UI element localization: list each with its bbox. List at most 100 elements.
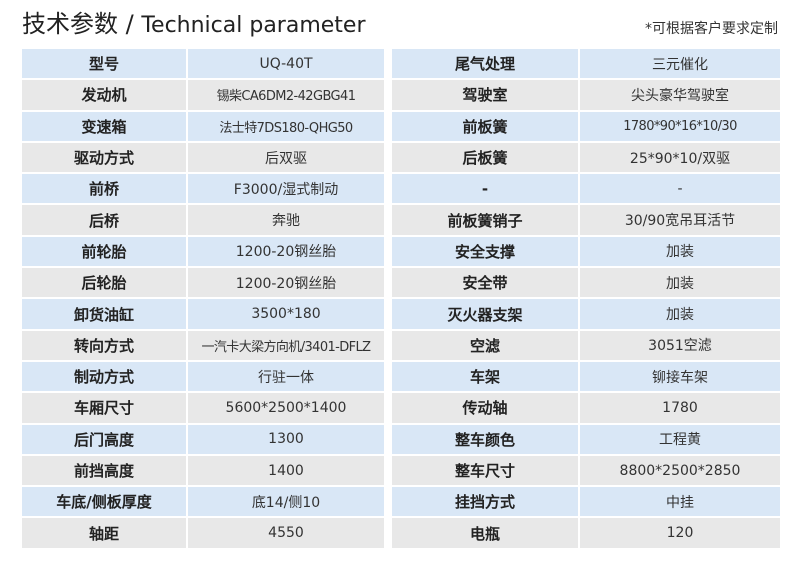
param-value: F3000/湿式制动 [186,172,386,206]
table-row: 前板簧 1780*90*16*10/30 [390,109,782,143]
table-row: 安全带 加装 [390,266,782,300]
table-row: 车架 铆接车架 [390,359,782,394]
param-label: 灭火器支架 [390,297,580,331]
param-value: 30/90宽吊耳活节 [578,203,782,237]
table-row: 转向方式 一汽卡大梁方向机/3401-DFLZ [20,328,386,362]
param-value: 中挂 [578,485,782,519]
param-label: 转向方式 [20,328,188,362]
table-row: 车底/侧板厚度 底14/侧10 [20,485,386,519]
table-row: 后桥 奔驰 [20,203,386,237]
param-label: 前轮胎 [20,234,188,269]
param-value: 1780 [578,391,782,425]
table-row: 前板簧销子 30/90宽吊耳活节 [390,203,782,237]
param-value: 三元催化 [578,46,782,81]
param-value: 加装 [578,266,782,300]
table-row: 前桥 F3000/湿式制动 [20,172,386,206]
table-row: 前轮胎 1200-20钢丝胎 [20,234,386,269]
param-label: 后板簧 [390,140,580,175]
param-value: 8800*2500*2850 [578,453,782,488]
param-value: 120 [578,516,782,550]
param-label: 前板簧销子 [390,203,580,237]
param-label: 驾驶室 [390,78,580,112]
param-label: 整车尺寸 [390,453,580,488]
param-value: 一汽卡大梁方向机/3401-DFLZ [186,328,386,362]
param-label: - [390,172,580,206]
param-value: - [578,172,782,206]
spec-table-right: 尾气处理 三元催化 驾驶室 尖头豪华驾驶室 前板簧 1780*90*16*10/30 后板簧… [390,46,782,550]
param-value: 3051空滤 [578,328,782,362]
param-value: 1300 [186,422,386,456]
param-label: 车架 [390,359,580,394]
param-label: 后门高度 [20,422,188,456]
param-value: 锡柴CA6DM2-42GBG41 [186,78,386,112]
param-label: 空滤 [390,328,580,362]
table-row: 挂挡方式 中挂 [390,485,782,519]
param-label: 挂挡方式 [390,485,580,519]
param-value: 1200-20钢丝胎 [186,234,386,269]
param-value: 加装 [578,297,782,331]
title-cn: 技术参数 [22,10,118,38]
table-row: 电瓶 120 [390,516,782,550]
param-value: UQ-40T [186,46,386,81]
param-label: 后轮胎 [20,266,188,300]
table-row: 后轮胎 1200-20钢丝胎 [20,266,386,300]
param-value: 加装 [578,234,782,269]
table-row: 驾驶室 尖头豪华驾驶室 [390,78,782,112]
param-value: 底14/侧10 [186,485,386,519]
param-value: 铆接车架 [578,359,782,394]
param-label: 车底/侧板厚度 [20,485,188,519]
spec-table-left: 型号 UQ-40T 发动机 锡柴CA6DM2-42GBG41 变速箱 法士特7DS180-… [20,46,386,550]
param-value: 3500*180 [186,297,386,331]
title-separator: / [118,10,142,38]
param-label: 前挡高度 [20,453,188,488]
param-label: 车厢尺寸 [20,391,188,425]
table-row: 型号 UQ-40T [20,46,386,81]
param-label: 轴距 [20,516,188,550]
table-row: 后板簧 25*90*10/双驱 [390,140,782,175]
table-row: 制动方式 行驻一体 [20,359,386,394]
table-row: 发动机 锡柴CA6DM2-42GBG41 [20,78,386,112]
param-value: 5600*2500*1400 [186,391,386,425]
param-label: 安全支撑 [390,234,580,269]
param-label: 整车颜色 [390,422,580,456]
param-value: 后双驱 [186,140,386,175]
param-value: 法士特7DS180-QHG50 [186,109,386,143]
table-row: 车厢尺寸 5600*2500*1400 [20,391,386,425]
param-value: 工程黄 [578,422,782,456]
param-label: 前板簧 [390,109,580,143]
table-row: 整车尺寸 8800*2500*2850 [390,453,782,488]
param-value: 4550 [186,516,386,550]
param-label: 驱动方式 [20,140,188,175]
param-label: 变速箱 [20,109,188,143]
customization-note: *可根据客户要求定制 [645,21,778,37]
param-value: 1400 [186,453,386,488]
param-label: 前桥 [20,172,188,206]
table-row: -- [390,172,782,206]
param-value: 25*90*10/双驱 [578,140,782,175]
table-row: 后门高度 1300 [20,422,386,456]
table-row: 空滤 3051空滤 [390,328,782,362]
param-label: 电瓶 [390,516,580,550]
table-row: 变速箱 法士特7DS180-QHG50 [20,109,386,143]
table-row: 前挡高度 1400 [20,453,386,488]
param-label: 安全带 [390,266,580,300]
param-label: 传动轴 [390,391,580,425]
table-row: 卸货油缸 3500*180 [20,297,386,331]
page-title: 技术参数 / Technical parameter [22,4,366,39]
param-value: 1200-20钢丝胎 [186,266,386,300]
param-value: 尖头豪华驾驶室 [578,78,782,112]
param-value: 行驻一体 [186,359,386,394]
param-label: 卸货油缸 [20,297,188,331]
table-row: 尾气处理 三元催化 [390,46,782,81]
table-row: 整车颜色 工程黄 [390,422,782,456]
table-row: 安全支撑 加装 [390,234,782,269]
param-value: 1780*90*16*10/30 [578,109,782,143]
table-row: 驱动方式 后双驱 [20,140,386,175]
table-row: 传动轴 1780 [390,391,782,425]
param-label: 后桥 [20,203,188,237]
param-label: 尾气处理 [390,46,580,81]
param-label: 发动机 [20,78,188,112]
param-label: 制动方式 [20,359,188,394]
table-row: 灭火器支架 加装 [390,297,782,331]
param-value: 奔驰 [186,203,386,237]
